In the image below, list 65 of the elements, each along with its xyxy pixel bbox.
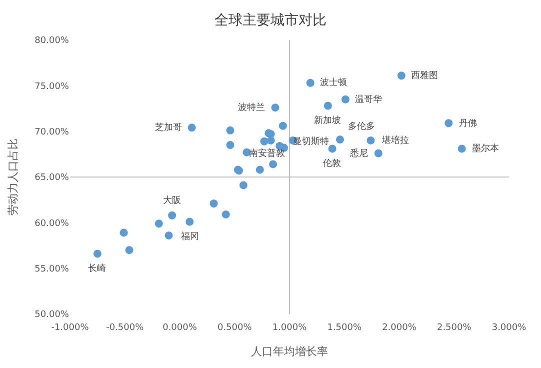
x-tick-label: 0.500%: [217, 323, 252, 333]
y-tick-label: 65.00%: [34, 173, 70, 184]
annotation: 波特兰: [238, 102, 265, 113]
annotation: 新加坡: [314, 115, 341, 126]
point: [93, 250, 102, 258]
point: [222, 210, 230, 218]
y-tick-label: 50.00%: [34, 310, 70, 320]
point: [226, 141, 234, 150]
point: [256, 166, 264, 174]
x-tick-label: 0.000%: [162, 323, 198, 333]
point: [341, 95, 350, 104]
y-tick-label: 75.00%: [34, 82, 70, 92]
point: [266, 136, 275, 144]
point: [397, 72, 406, 80]
point: [269, 160, 278, 168]
point: [186, 218, 194, 226]
annotation: 西雅图: [411, 70, 438, 81]
x-tick-label: 2.000%: [382, 323, 417, 333]
annotation: 波士顿: [320, 77, 347, 88]
point: [328, 144, 336, 153]
point: [210, 199, 218, 208]
annotation: 温哥华: [355, 94, 382, 105]
x-axis-title: 人口年均增长率: [251, 345, 328, 358]
y-tick-label: 80.00%: [34, 36, 70, 46]
x-tick-label: 2.500%: [436, 323, 472, 333]
point: [271, 104, 280, 112]
point: [188, 124, 196, 132]
point: [366, 136, 375, 144]
annotation: 大阪: [163, 195, 181, 206]
annotation: 福冈: [181, 231, 199, 242]
point: [336, 136, 344, 144]
point: [239, 181, 248, 190]
annotation: 南安普敦: [249, 148, 285, 159]
point: [154, 220, 163, 228]
point: [120, 228, 128, 237]
x-tick-label: -0.500%: [106, 323, 144, 333]
annotation: 悉尼: [349, 148, 368, 159]
point: [164, 231, 173, 240]
point: [125, 246, 134, 254]
annotation: 多伦多: [348, 121, 375, 132]
annotation: 伦敦: [323, 158, 341, 169]
annotation: 丹佛: [459, 118, 477, 129]
annotation: 曼切斯特: [293, 136, 329, 147]
annotation: 堪培拉: [381, 135, 409, 146]
y-tick-label: 55.00%: [34, 264, 70, 274]
y-tick-label: 60.00%: [34, 218, 70, 229]
chart-title: 全球主要城市对比: [214, 12, 326, 29]
x-tick-label: -1.000%: [51, 323, 90, 333]
y-tick-label: 70.00%: [34, 127, 70, 138]
point: [324, 102, 332, 110]
point: [444, 119, 453, 128]
x-tick-label: 3.000%: [492, 323, 527, 333]
point: [458, 144, 466, 153]
x-tick-label: 1.000%: [272, 323, 308, 333]
point: [168, 211, 176, 220]
point: [374, 149, 382, 158]
x-tick-label: 1.500%: [327, 323, 362, 333]
annotation: 长崎: [88, 263, 106, 274]
point: [306, 78, 314, 87]
y-axis-title: 劳动力人口占比: [6, 138, 20, 216]
annotation: 芝加哥: [155, 122, 182, 133]
point: [260, 137, 268, 146]
point: [278, 122, 287, 130]
annotation: 墨尔本: [472, 143, 499, 154]
point: [226, 126, 234, 134]
